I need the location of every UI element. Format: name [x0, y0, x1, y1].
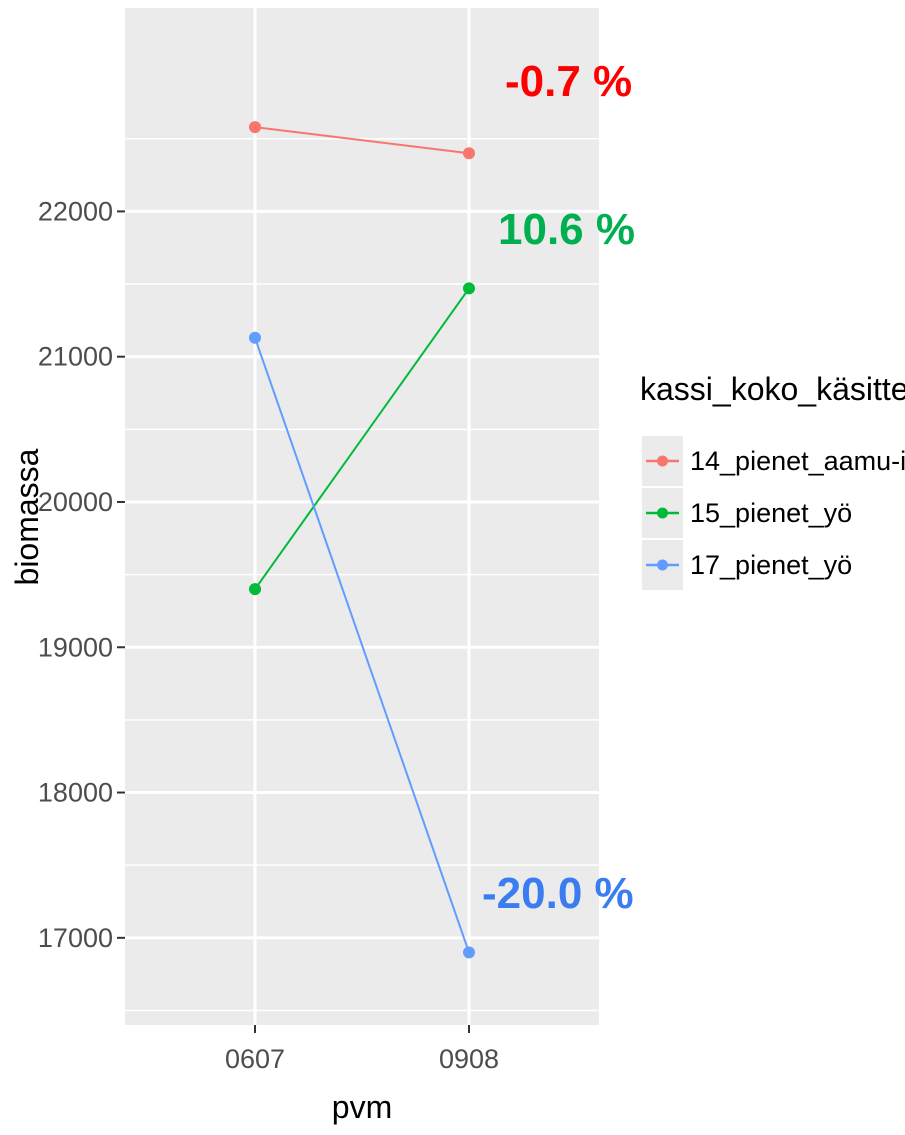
legend-key-point: [657, 455, 668, 467]
data-point: [463, 946, 475, 959]
y-tick-label: 18000: [38, 778, 113, 808]
legend-label: 15_pienet_yö: [690, 498, 852, 528]
legend-items: 14_pienet_aamu-ilta 15_pienet_yö 17_pienet…: [640, 434, 905, 592]
y-tick-label: 21000: [38, 342, 113, 372]
data-point: [249, 331, 261, 344]
legend-label: 17_pienet_yö: [690, 550, 852, 580]
data-point: [249, 583, 261, 596]
data-point: [463, 282, 475, 295]
annotation-layer: -0.7 % 10.6 % -20.0 %: [482, 57, 635, 918]
y-axis-title: biomassa: [9, 448, 45, 585]
y-tick-label: 17000: [38, 923, 113, 953]
series-layer: [249, 121, 475, 959]
change-annotation: 10.6 %: [498, 205, 635, 254]
plot-panel: [125, 8, 599, 1025]
series-line: [254, 126, 470, 155]
data-point: [463, 147, 475, 160]
minor-gridlines: [125, 138, 599, 1012]
change-annotation: -0.7 %: [505, 57, 632, 106]
y-tick-label: 20000: [38, 487, 113, 517]
x-tick-label: 0908: [439, 1044, 499, 1074]
x-axis-title: pvm: [332, 1089, 392, 1125]
series-line: [254, 337, 470, 953]
legend-label: 14_pienet_aamu-ilta: [690, 446, 905, 476]
y-tick-label: 19000: [38, 632, 113, 662]
y-tick-label: 22000: [38, 196, 113, 226]
data-point: [249, 121, 261, 134]
y-axis: 17000 18000 19000 20000 21000 22000: [38, 196, 125, 953]
legend-key-point: [657, 559, 668, 571]
legend-key-point: [657, 507, 668, 519]
legend-title: kassi_koko_käsittely: [640, 371, 905, 407]
legend: kassi_koko_käsittely 14_pienet_aamu-ilta…: [640, 371, 905, 592]
x-axis: 0607 0908: [225, 1025, 499, 1074]
series-line: [254, 287, 470, 590]
change-annotation: -20.0 %: [482, 869, 634, 918]
x-tick-label: 0607: [225, 1044, 285, 1074]
